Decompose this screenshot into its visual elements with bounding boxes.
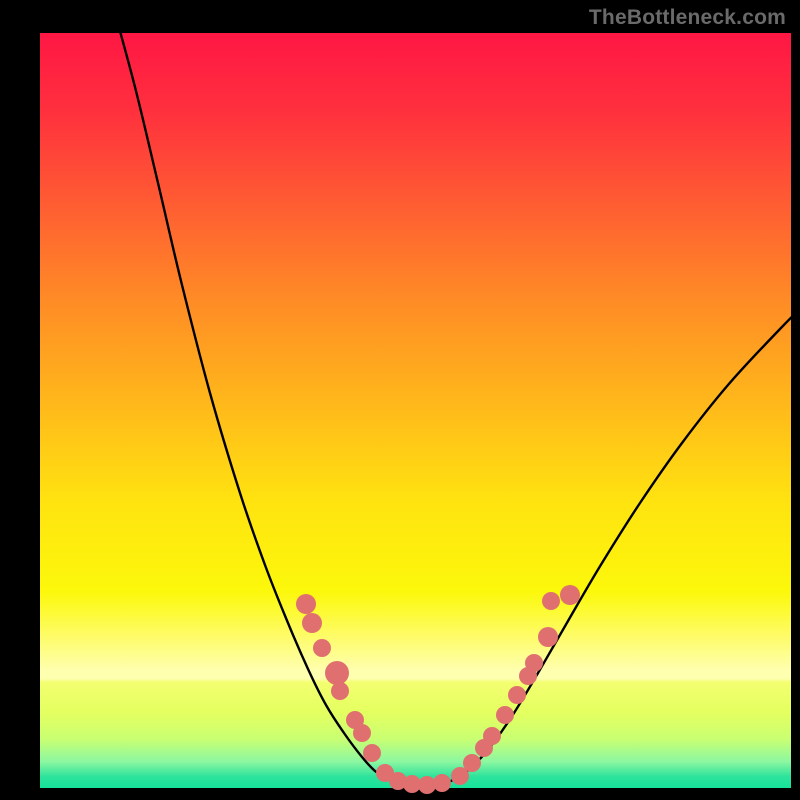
marker-dot: [538, 627, 558, 647]
marker-dot: [363, 744, 381, 762]
watermark-text: TheBottleneck.com: [589, 6, 786, 30]
marker-dot: [463, 754, 481, 772]
marker-dot: [433, 774, 451, 792]
marker-dot: [331, 682, 349, 700]
marker-dot: [508, 686, 526, 704]
marker-dot: [542, 592, 560, 610]
marker-dot: [560, 585, 580, 605]
marker-dot: [483, 727, 501, 745]
marker-dot: [302, 613, 322, 633]
marker-dot: [525, 654, 543, 672]
plot-area: [40, 33, 791, 788]
canvas: TheBottleneck.com: [0, 0, 800, 800]
marker-dot: [496, 706, 514, 724]
marker-dot: [296, 594, 316, 614]
marker-dot: [353, 724, 371, 742]
marker-layer: [40, 33, 791, 788]
marker-dot: [313, 639, 331, 657]
